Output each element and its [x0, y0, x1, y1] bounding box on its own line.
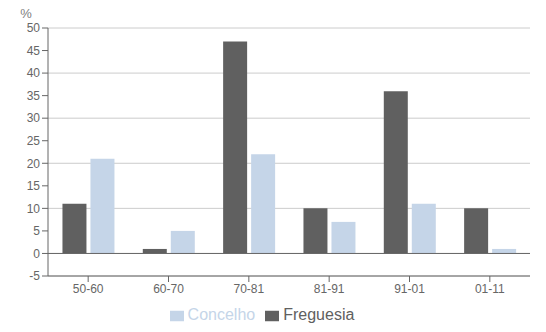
- svg-text:-5: -5: [29, 269, 40, 283]
- svg-text:20: 20: [27, 157, 41, 171]
- svg-text:25: 25: [27, 134, 41, 148]
- html-text:Freguesia: Freguesia: [283, 306, 355, 323]
- svg-text:81-91: 81-91: [314, 282, 345, 296]
- svg-text:50: 50: [27, 21, 41, 35]
- svg-text:35: 35: [27, 89, 41, 103]
- svg-text:45: 45: [27, 44, 41, 58]
- html-text:Concelho: Concelho: [187, 306, 256, 323]
- svg-text:%: %: [20, 6, 32, 21]
- svg-text:30: 30: [27, 111, 41, 125]
- svg-text:01-11: 01-11: [475, 282, 505, 296]
- svg-text:50-60: 50-60: [73, 282, 104, 296]
- svg-text:0: 0: [33, 247, 40, 261]
- svg-text:40: 40: [27, 66, 41, 80]
- svg-text:10: 10: [27, 202, 41, 216]
- svg-text:70-81: 70-81: [233, 282, 264, 296]
- svg-text:91-01: 91-01: [394, 282, 425, 296]
- svg-text:15: 15: [27, 179, 41, 193]
- svg-text:60-70: 60-70: [153, 282, 184, 296]
- svg-text:5: 5: [33, 224, 40, 238]
